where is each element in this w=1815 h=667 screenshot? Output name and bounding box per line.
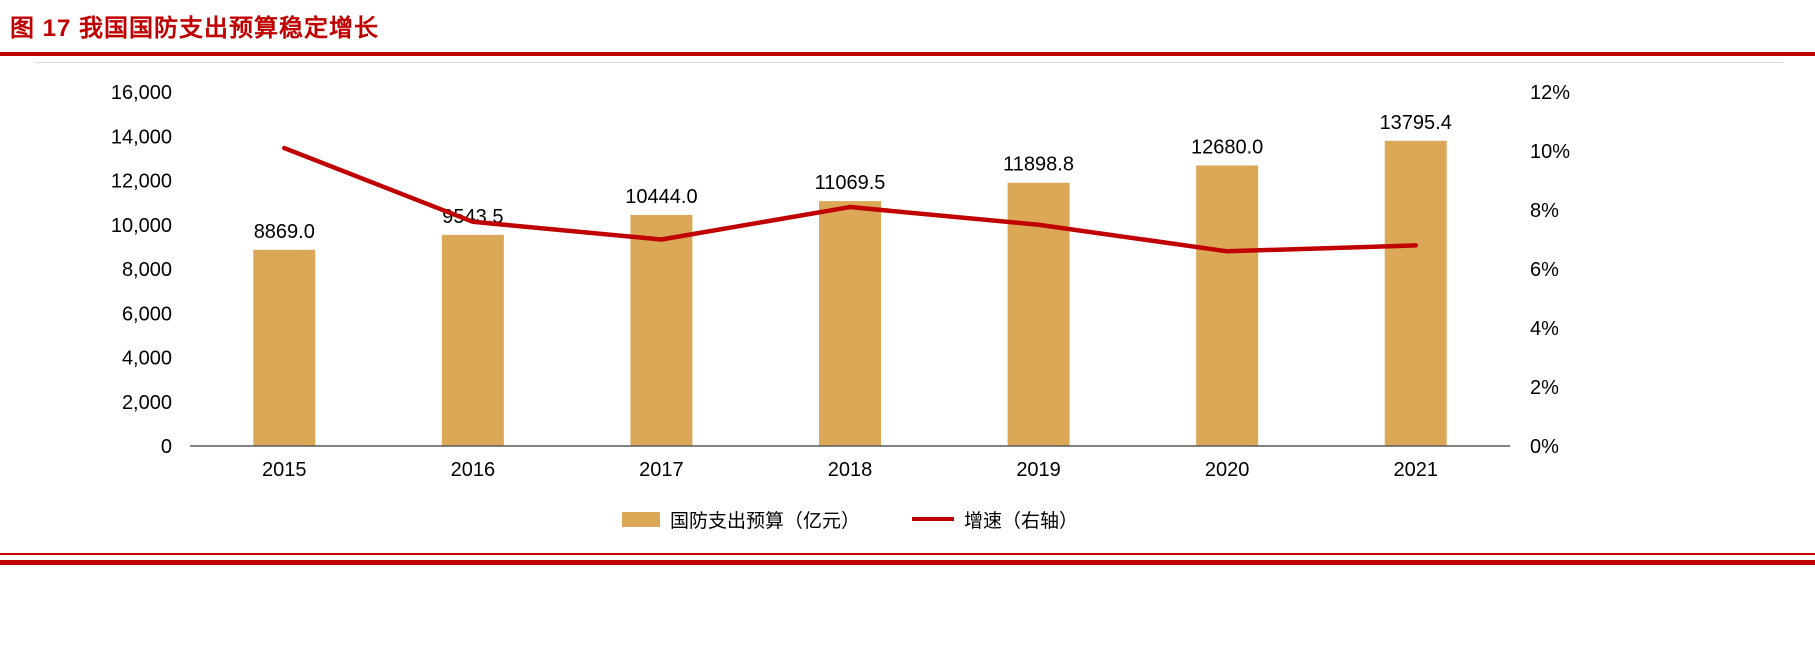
left-axis-tick-label: 8,000: [122, 259, 172, 281]
combo-chart: 8869.09543.510444.011069.511898.812680.0…: [111, 82, 1570, 481]
left-axis-tick-label: 2,000: [122, 392, 172, 414]
bar-value-label: 8869.0: [254, 221, 315, 243]
left-axis-tick-label: 0: [161, 436, 172, 458]
x-axis-category-label: 2021: [1393, 459, 1438, 481]
x-axis-category-label: 2017: [639, 459, 684, 481]
left-axis-tick-label: 6,000: [122, 303, 172, 325]
left-axis-tick-label: 4,000: [122, 348, 172, 370]
left-axis-tick-label: 10,000: [111, 215, 172, 237]
footer-thick-line: [0, 560, 1815, 565]
budget-bar: [630, 214, 693, 446]
footer-thin-line: [0, 553, 1815, 555]
chart-legend: 国防支出预算（亿元） 增速（右轴）: [190, 503, 1510, 535]
legend-item-line: 增速（右轴）: [912, 506, 1078, 533]
right-axis-tick-label: 12%: [1530, 82, 1570, 104]
right-axis-tick-label: 10%: [1530, 141, 1570, 163]
budget-bar: [441, 234, 504, 446]
right-axis-tick-label: 4%: [1530, 318, 1559, 340]
budget-bar: [819, 201, 881, 446]
bar-swatch-icon: [621, 511, 660, 527]
title-rule-line: [0, 52, 1815, 56]
legend-label-line: 增速（右轴）: [964, 510, 1079, 532]
bar-value-label: 10444.0: [625, 186, 697, 208]
budget-bar: [1384, 140, 1447, 446]
legend-item-bar: 国防支出预算（亿元）: [621, 506, 860, 533]
line-swatch-icon: [912, 517, 954, 521]
x-axis-category-label: 2020: [1205, 459, 1250, 481]
bar-value-label: 11069.5: [815, 172, 886, 194]
bar-value-label: 11898.8: [1003, 154, 1074, 176]
right-axis-tick-label: 6%: [1530, 259, 1559, 281]
bar-value-label: 13795.4: [1380, 112, 1452, 134]
left-axis-tick-label: 12,000: [111, 171, 172, 193]
right-axis-tick-label: 2%: [1530, 377, 1559, 399]
budget-bar: [253, 249, 316, 446]
right-axis-tick-label: 8%: [1530, 200, 1559, 222]
legend-label-bar: 国防支出预算（亿元）: [669, 510, 860, 532]
footer-double-line: [0, 553, 1815, 565]
bar-value-label: 12680.0: [1191, 136, 1263, 158]
footer-line-gap: [0, 555, 1815, 560]
x-axis-category-label: 2015: [262, 459, 307, 481]
budget-bar: [1196, 165, 1259, 446]
x-axis-category-label: 2018: [828, 459, 873, 481]
x-axis-category-label: 2016: [451, 459, 496, 481]
left-axis-tick-label: 16,000: [111, 82, 172, 104]
right-axis-tick-label: 0%: [1530, 436, 1559, 458]
chart-top-border: [35, 62, 1783, 63]
figure-title: 图 17 我国国防支出预算稳定增长: [10, 15, 380, 42]
left-axis-tick-label: 14,000: [111, 126, 172, 148]
growth-rate-line: [282, 145, 1418, 254]
x-axis-category-label: 2019: [1016, 459, 1061, 481]
